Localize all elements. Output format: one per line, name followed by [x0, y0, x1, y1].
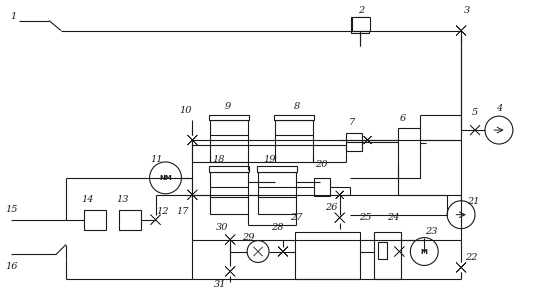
Polygon shape — [187, 135, 197, 145]
Polygon shape — [225, 266, 235, 276]
Text: 31: 31 — [214, 280, 227, 289]
Polygon shape — [470, 125, 480, 135]
Polygon shape — [187, 190, 197, 200]
Bar — [210, 120, 248, 162]
Bar — [210, 172, 248, 214]
Polygon shape — [456, 263, 466, 272]
Bar — [352, 17, 370, 30]
Text: 4: 4 — [496, 104, 502, 113]
Text: 8: 8 — [294, 102, 300, 111]
Text: 25: 25 — [359, 213, 372, 222]
Bar — [209, 115, 249, 120]
Bar — [399, 128, 420, 178]
Polygon shape — [278, 247, 288, 257]
Bar — [314, 178, 330, 196]
Bar — [118, 210, 141, 230]
Circle shape — [485, 116, 513, 144]
Polygon shape — [278, 247, 288, 257]
Text: 5: 5 — [472, 108, 478, 117]
Bar — [377, 242, 388, 260]
Text: 24: 24 — [387, 213, 400, 222]
Polygon shape — [225, 235, 235, 244]
Text: 22: 22 — [465, 253, 477, 262]
Text: 27: 27 — [289, 213, 302, 222]
Polygon shape — [151, 215, 161, 225]
Text: 1: 1 — [10, 12, 16, 21]
Text: 30: 30 — [216, 223, 228, 232]
Bar — [373, 231, 401, 279]
Polygon shape — [187, 135, 197, 145]
Text: 15: 15 — [5, 205, 17, 214]
Bar — [274, 115, 314, 120]
Bar — [209, 166, 249, 172]
Text: 21: 21 — [467, 197, 479, 206]
Text: 16: 16 — [5, 262, 17, 271]
Polygon shape — [456, 25, 466, 36]
Polygon shape — [364, 136, 371, 144]
Text: 28: 28 — [271, 223, 283, 232]
Text: 10: 10 — [179, 106, 192, 115]
Polygon shape — [225, 235, 235, 244]
Text: 14: 14 — [81, 195, 94, 204]
Text: 3: 3 — [464, 6, 470, 15]
Polygon shape — [470, 125, 480, 135]
Text: 9: 9 — [225, 102, 232, 111]
Bar — [351, 17, 369, 33]
Polygon shape — [187, 190, 197, 200]
Bar — [84, 210, 106, 230]
Bar — [275, 120, 313, 162]
Polygon shape — [335, 213, 345, 223]
Text: 20: 20 — [316, 160, 328, 169]
Text: NM: NM — [159, 175, 172, 181]
Bar — [346, 133, 361, 151]
Circle shape — [150, 162, 181, 194]
Circle shape — [447, 201, 475, 229]
Text: 2: 2 — [359, 6, 365, 15]
Text: 17: 17 — [176, 207, 189, 216]
Circle shape — [247, 241, 269, 263]
Text: 11: 11 — [150, 155, 163, 165]
Polygon shape — [394, 247, 405, 257]
Text: 7: 7 — [348, 118, 355, 127]
Polygon shape — [394, 247, 405, 257]
Bar — [295, 231, 360, 279]
Polygon shape — [151, 215, 161, 225]
Text: M: M — [421, 249, 428, 255]
Polygon shape — [335, 213, 345, 223]
Polygon shape — [225, 266, 235, 276]
Text: 6: 6 — [399, 114, 406, 123]
Text: 19: 19 — [264, 155, 276, 165]
Polygon shape — [456, 25, 466, 36]
Polygon shape — [456, 263, 466, 272]
Text: 29: 29 — [242, 233, 254, 242]
Polygon shape — [336, 191, 343, 199]
Text: 13: 13 — [116, 195, 129, 204]
Text: 26: 26 — [325, 203, 338, 212]
Polygon shape — [336, 191, 343, 199]
Text: 18: 18 — [212, 155, 224, 165]
Circle shape — [411, 238, 438, 266]
Polygon shape — [364, 136, 371, 144]
Text: 23: 23 — [425, 227, 437, 236]
Text: 12: 12 — [156, 207, 169, 216]
Bar — [257, 166, 297, 172]
Bar — [258, 172, 296, 214]
